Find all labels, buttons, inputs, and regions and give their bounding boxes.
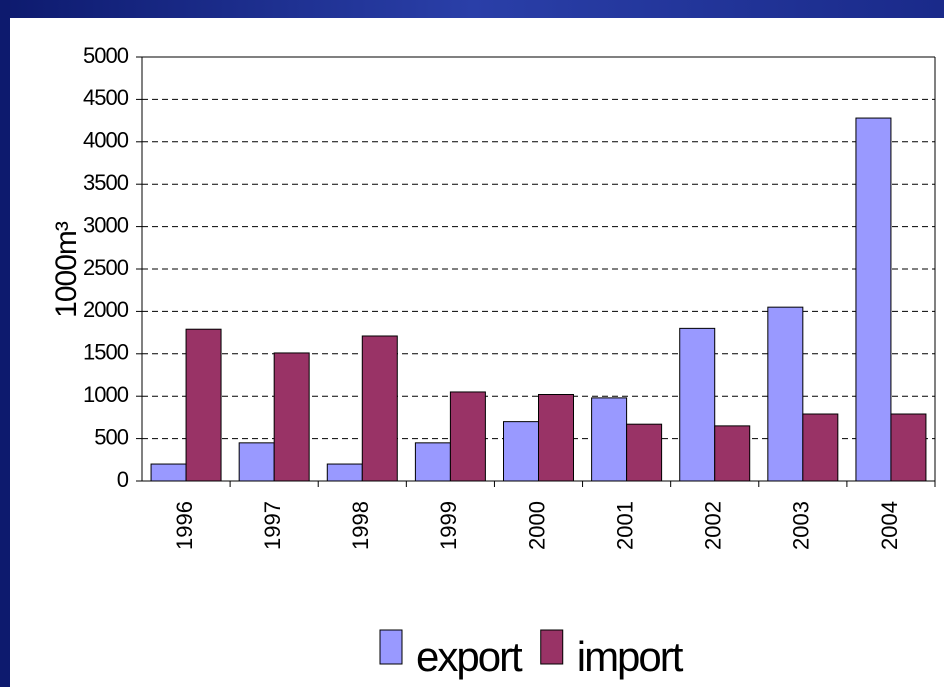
x-tick-label: 2001 [612,501,637,550]
legend-label: export [416,633,523,680]
y-tick-label: 500 [94,424,128,449]
bar [802,413,839,482]
y-tick-label: 1500 [83,340,129,365]
bar [679,327,716,482]
legend-swatch [540,629,564,665]
bar [150,463,187,482]
bar [449,391,486,482]
legend-label: import [577,633,684,680]
top-band [0,0,944,18]
bar [626,423,663,482]
bar [185,328,222,482]
bar [326,463,363,482]
y-tick-label: 4000 [83,128,129,153]
x-tick-label: 2002 [701,501,726,550]
bar [591,397,628,482]
x-tick-label: 1998 [348,501,373,550]
bar [503,421,539,482]
x-tick-label: 2003 [789,501,814,550]
left-band [0,0,10,687]
y-tick-label: 3500 [83,170,129,195]
y-tick-label: 0 [117,467,129,492]
y-tick-label: 2000 [83,297,129,322]
bar [890,413,927,482]
y-tick-label: 5000 [83,43,129,68]
x-tick-label: 1997 [260,501,285,550]
x-tick-label: 1999 [436,501,461,550]
y-axis-label: 1000m³ [50,221,83,318]
legend-swatch [379,629,403,665]
y-tick-label: 1000 [83,382,129,407]
bar [538,394,574,482]
x-tick-label: 2000 [524,501,549,550]
bar [714,425,751,482]
bar [238,442,275,482]
bar [414,442,451,482]
y-tick-label: 2500 [83,255,129,280]
x-tick-label: 2004 [877,501,902,550]
y-tick-label: 4500 [83,85,129,110]
bar [361,335,398,482]
bar [767,306,804,482]
bar [855,117,892,482]
x-tick-label: 1996 [172,501,197,550]
y-tick-label: 3000 [83,212,129,237]
bar [273,352,310,482]
